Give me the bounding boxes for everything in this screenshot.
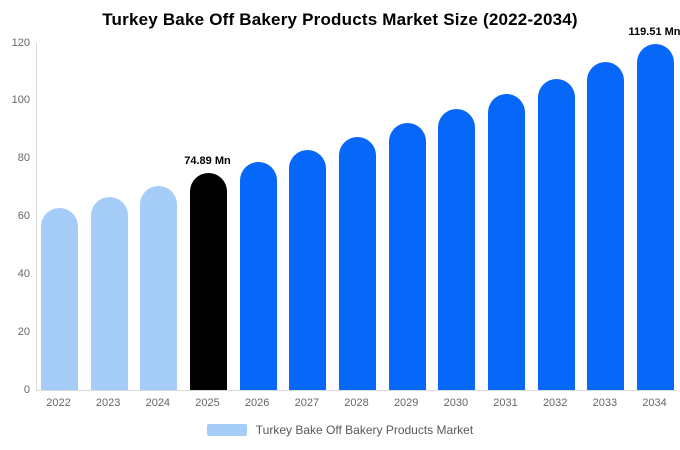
bar-2026 bbox=[239, 161, 277, 390]
y-tick-label: 0 bbox=[23, 383, 30, 396]
bar-2023 bbox=[90, 197, 128, 390]
y-tick-label: 60 bbox=[17, 210, 30, 222]
x-tick-label: 2024 bbox=[145, 397, 171, 409]
bar-2032 bbox=[537, 78, 575, 390]
bar-value-label-2025: 74.89 Mn bbox=[184, 155, 231, 168]
legend-label: Turkey Bake Off Bakery Products Market bbox=[255, 423, 474, 437]
x-tick-label: 2033 bbox=[592, 397, 618, 409]
bar-2031 bbox=[488, 94, 526, 390]
x-tick-label: 2031 bbox=[493, 397, 518, 409]
y-tick-label: 80 bbox=[17, 152, 30, 165]
x-tick-label: 2022 bbox=[46, 397, 71, 409]
legend: Turkey Bake Off Bakery Products Market bbox=[0, 423, 680, 437]
y-tick-label: 20 bbox=[17, 325, 30, 338]
y-tick-label: 120 bbox=[11, 36, 30, 49]
chart-title: Turkey Bake Off Bakery Products Market S… bbox=[102, 10, 578, 29]
x-tick-label: 2023 bbox=[95, 397, 121, 409]
x-tick-label: 2034 bbox=[642, 397, 667, 409]
bar-2034 bbox=[637, 44, 675, 390]
legend-swatch bbox=[206, 424, 247, 436]
bar-2025 bbox=[190, 173, 227, 390]
x-tick-label: 2032 bbox=[542, 397, 568, 409]
y-tick-label: 100 bbox=[11, 94, 30, 107]
bar-2027 bbox=[289, 149, 327, 390]
x-tick-label: 2029 bbox=[393, 397, 419, 409]
x-tick-label: 2026 bbox=[244, 397, 270, 409]
x-tick-label: 2028 bbox=[344, 397, 369, 409]
x-tick-label: 2030 bbox=[443, 397, 469, 409]
x-tick-label: 2027 bbox=[294, 397, 320, 409]
bar-2030 bbox=[438, 109, 476, 390]
bar-2028 bbox=[339, 136, 377, 390]
bar-2022 bbox=[41, 207, 78, 390]
x-tick-label: 2025 bbox=[195, 397, 220, 409]
bar-2024 bbox=[140, 186, 178, 390]
bar-2029 bbox=[388, 123, 426, 390]
bar-value-label-2034: 119.51 Mn bbox=[628, 26, 680, 39]
plot-area bbox=[36, 43, 677, 391]
y-tick-label: 40 bbox=[17, 267, 30, 280]
bar-2033 bbox=[587, 62, 625, 390]
